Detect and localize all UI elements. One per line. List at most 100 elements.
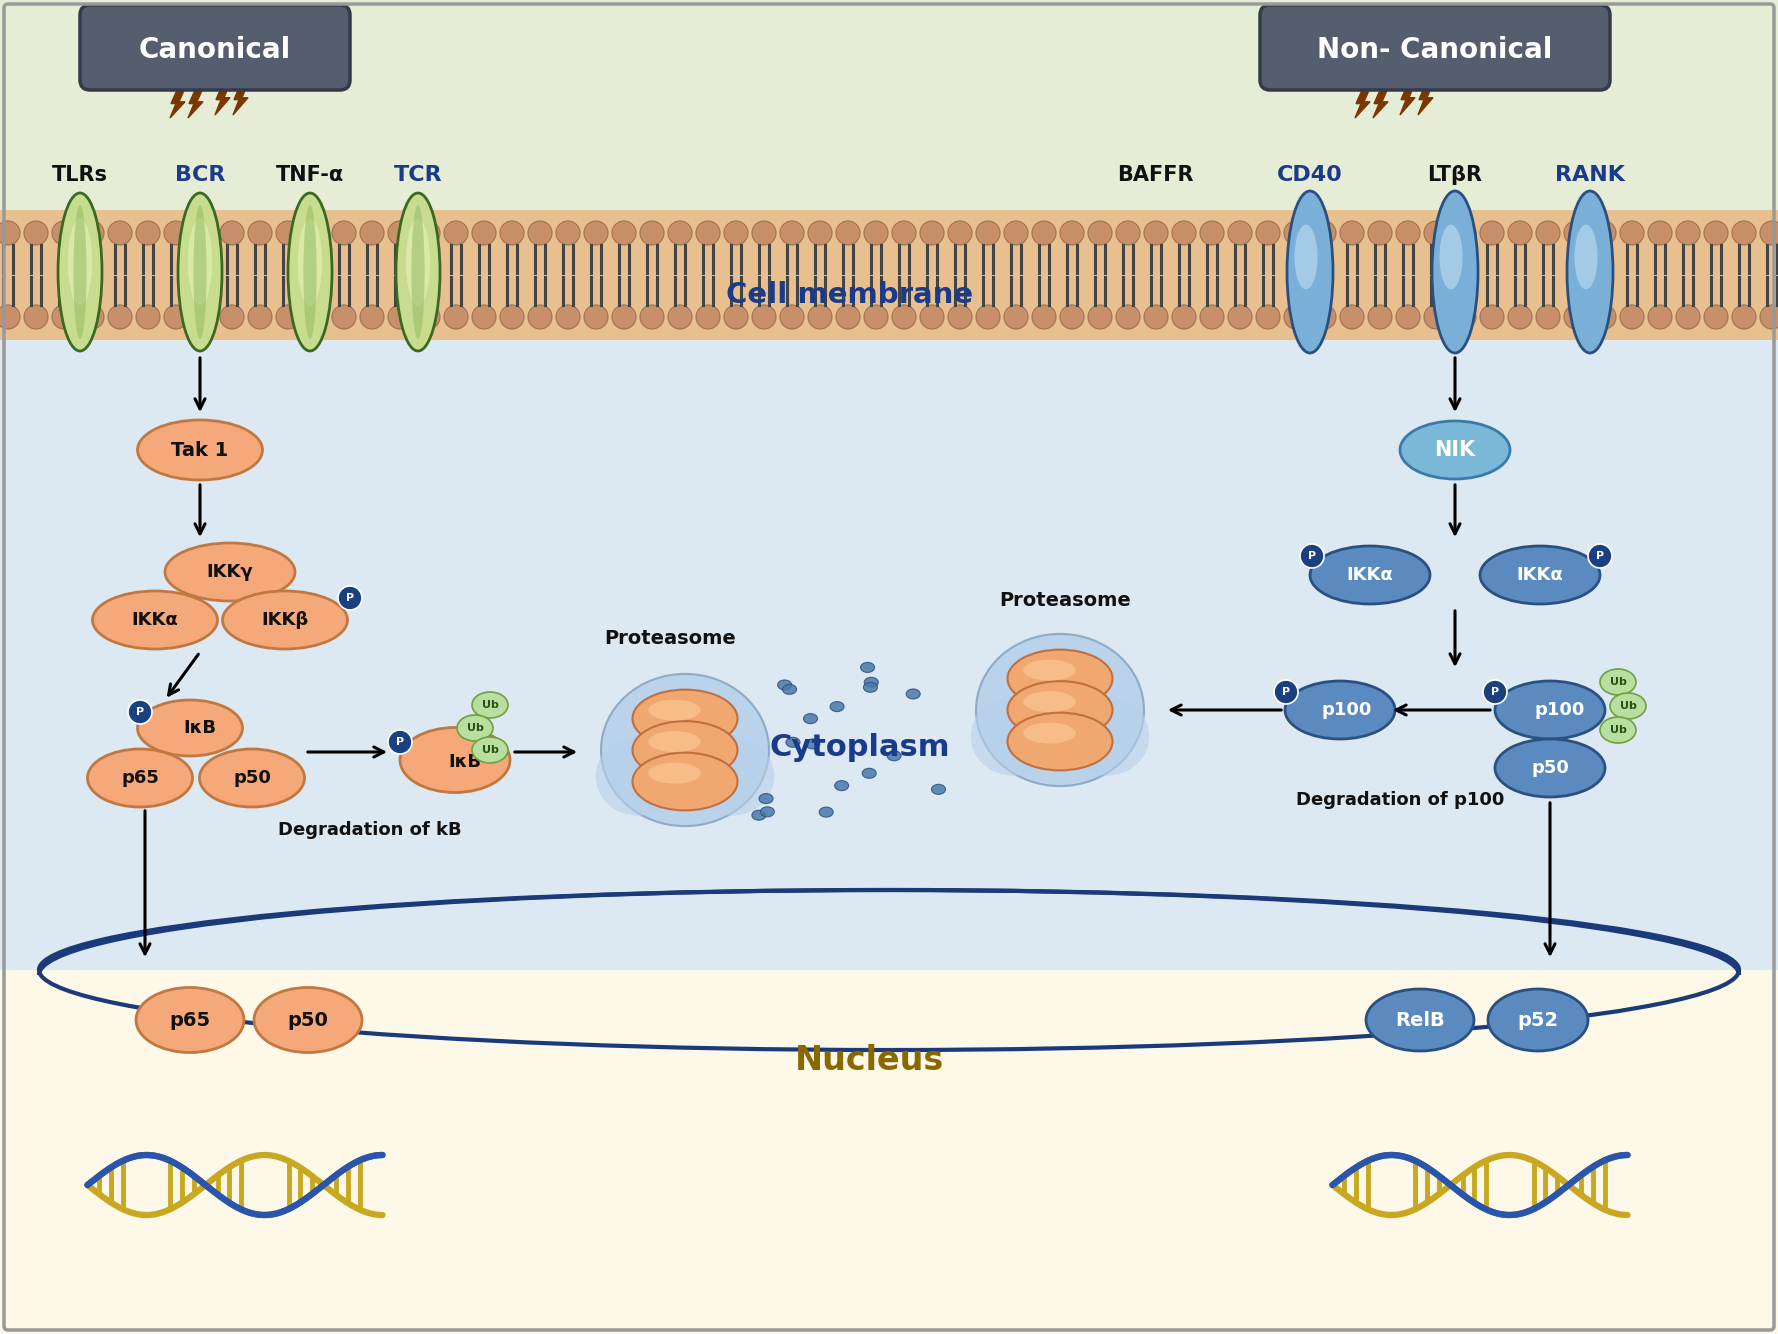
Ellipse shape: [411, 205, 425, 339]
Text: P: P: [1309, 551, 1316, 562]
Circle shape: [1060, 221, 1085, 245]
Circle shape: [1031, 221, 1056, 245]
Polygon shape: [1355, 88, 1371, 117]
Circle shape: [1677, 305, 1700, 329]
Circle shape: [52, 305, 76, 329]
Circle shape: [1229, 305, 1252, 329]
Ellipse shape: [1495, 739, 1606, 796]
Circle shape: [304, 305, 327, 329]
Circle shape: [1143, 305, 1168, 329]
Text: P: P: [1597, 551, 1604, 562]
Ellipse shape: [194, 205, 206, 339]
Circle shape: [1648, 221, 1671, 245]
Circle shape: [471, 305, 496, 329]
Circle shape: [612, 221, 637, 245]
Text: Canonical: Canonical: [139, 36, 292, 64]
Circle shape: [338, 586, 363, 610]
Circle shape: [0, 221, 20, 245]
Ellipse shape: [649, 699, 701, 720]
Ellipse shape: [1600, 668, 1636, 695]
Ellipse shape: [199, 748, 304, 807]
Ellipse shape: [862, 768, 877, 778]
Text: Degradation of kB: Degradation of kB: [277, 820, 462, 839]
Ellipse shape: [178, 193, 222, 351]
Text: TNF-α: TNF-α: [276, 165, 345, 185]
Circle shape: [444, 221, 468, 245]
Ellipse shape: [222, 591, 347, 650]
Circle shape: [359, 305, 384, 329]
Circle shape: [164, 221, 188, 245]
Ellipse shape: [761, 807, 775, 816]
Text: P: P: [1492, 687, 1499, 696]
Ellipse shape: [400, 727, 510, 792]
Ellipse shape: [1566, 191, 1613, 354]
Ellipse shape: [1310, 546, 1430, 604]
Ellipse shape: [633, 722, 738, 779]
Circle shape: [276, 305, 300, 329]
Ellipse shape: [73, 205, 87, 339]
Circle shape: [135, 305, 160, 329]
Ellipse shape: [1065, 696, 1149, 775]
Polygon shape: [215, 83, 229, 115]
Ellipse shape: [1575, 224, 1597, 289]
Circle shape: [976, 305, 999, 329]
Ellipse shape: [1294, 224, 1317, 289]
Circle shape: [1172, 305, 1197, 329]
Circle shape: [1060, 305, 1085, 329]
Circle shape: [669, 305, 692, 329]
Text: p50: p50: [1531, 759, 1568, 776]
Circle shape: [23, 305, 48, 329]
Polygon shape: [171, 88, 185, 117]
Circle shape: [108, 221, 132, 245]
Circle shape: [388, 730, 412, 754]
Ellipse shape: [864, 678, 878, 687]
Circle shape: [1565, 305, 1588, 329]
Circle shape: [669, 221, 692, 245]
Circle shape: [1591, 221, 1616, 245]
Ellipse shape: [59, 193, 101, 351]
Text: RANK: RANK: [1556, 165, 1625, 185]
Text: p100: p100: [1321, 700, 1373, 719]
Polygon shape: [1373, 88, 1389, 117]
Text: p65: p65: [169, 1010, 210, 1030]
Circle shape: [332, 305, 356, 329]
Text: Ub: Ub: [466, 723, 484, 732]
Text: IKKα: IKKα: [1346, 566, 1394, 584]
Circle shape: [444, 305, 468, 329]
Circle shape: [416, 221, 439, 245]
Circle shape: [1229, 221, 1252, 245]
Ellipse shape: [861, 663, 875, 672]
Ellipse shape: [786, 738, 800, 747]
Polygon shape: [1399, 83, 1415, 115]
Ellipse shape: [137, 420, 263, 480]
Circle shape: [1088, 305, 1111, 329]
Circle shape: [1479, 305, 1504, 329]
Ellipse shape: [254, 987, 363, 1053]
Polygon shape: [0, 0, 1778, 309]
Circle shape: [1300, 544, 1325, 568]
Ellipse shape: [1431, 191, 1478, 354]
Circle shape: [1453, 221, 1476, 245]
Ellipse shape: [1008, 650, 1113, 707]
Text: Degradation of p100: Degradation of p100: [1296, 791, 1504, 808]
Circle shape: [80, 305, 103, 329]
Circle shape: [108, 305, 132, 329]
Ellipse shape: [137, 700, 242, 756]
Circle shape: [781, 305, 804, 329]
Text: p50: p50: [233, 768, 270, 787]
Ellipse shape: [396, 193, 439, 351]
Text: IκB: IκB: [183, 719, 217, 736]
Circle shape: [976, 221, 999, 245]
Circle shape: [0, 305, 20, 329]
Text: Cytoplasm: Cytoplasm: [770, 734, 949, 763]
Circle shape: [128, 700, 151, 724]
Circle shape: [1284, 305, 1309, 329]
Circle shape: [192, 221, 215, 245]
Ellipse shape: [752, 810, 766, 820]
Ellipse shape: [1008, 712, 1113, 770]
Circle shape: [80, 221, 103, 245]
Text: CD40: CD40: [1277, 165, 1342, 185]
Circle shape: [247, 305, 272, 329]
Text: Ub: Ub: [1609, 724, 1627, 735]
Text: TCR: TCR: [393, 165, 443, 185]
